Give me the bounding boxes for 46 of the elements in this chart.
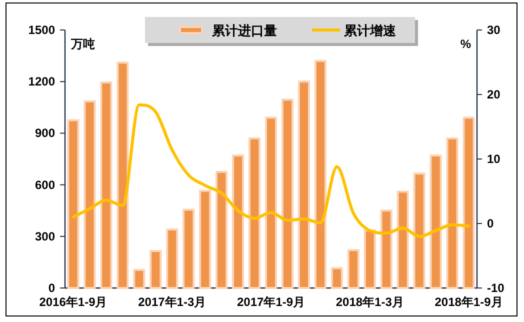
bar (380, 210, 392, 289)
bar (84, 100, 96, 289)
bar (133, 268, 146, 289)
bar (265, 116, 277, 289)
y2-tick-label: 30 (487, 23, 501, 37)
bar (182, 208, 195, 289)
bar (248, 137, 261, 289)
bar (462, 116, 475, 289)
x-tick-label: 2018年1-3月 (336, 295, 404, 309)
y-tick-label: 1500 (28, 23, 56, 37)
x-tick-label: 2017年1-9月 (236, 295, 306, 309)
y-tick-label: 900 (34, 126, 56, 140)
y2-axis-title: % (460, 37, 472, 51)
y-tick-label: 600 (34, 178, 56, 192)
y-axis-title: 万吨 (70, 37, 95, 51)
line-series (72, 103, 470, 238)
y2-tick-label: 0 (487, 216, 494, 230)
x-tick-label: 2018年1-9月 (434, 295, 503, 309)
x-tick-label: 2016年1-9月 (39, 295, 108, 309)
legend-label: 累计进口量 (211, 23, 277, 38)
y2-tick-label: 10 (487, 152, 501, 166)
y2-tick-label: -10 (487, 281, 505, 295)
y-tick-label: 0 (48, 281, 56, 295)
bar (199, 190, 212, 289)
bar (116, 62, 129, 289)
bar (364, 229, 376, 289)
bar (100, 81, 112, 289)
bar (430, 154, 442, 289)
bar (314, 60, 326, 289)
bar (232, 154, 244, 289)
bar (413, 172, 426, 289)
y-tick-label: 300 (34, 229, 56, 244)
bar (446, 137, 458, 289)
bar (281, 98, 294, 289)
bar (298, 80, 310, 289)
bar (150, 250, 162, 289)
legend-label: 累计增速 (343, 23, 397, 38)
bar (330, 267, 343, 289)
bar (396, 190, 409, 289)
bar (216, 170, 228, 289)
bar (347, 249, 360, 289)
y2-tick-label: 20 (487, 88, 501, 102)
y-tick-label: 1200 (28, 74, 56, 89)
bar (67, 119, 80, 289)
bar (166, 228, 178, 289)
x-tick-label: 2017年1-3月 (138, 295, 206, 309)
